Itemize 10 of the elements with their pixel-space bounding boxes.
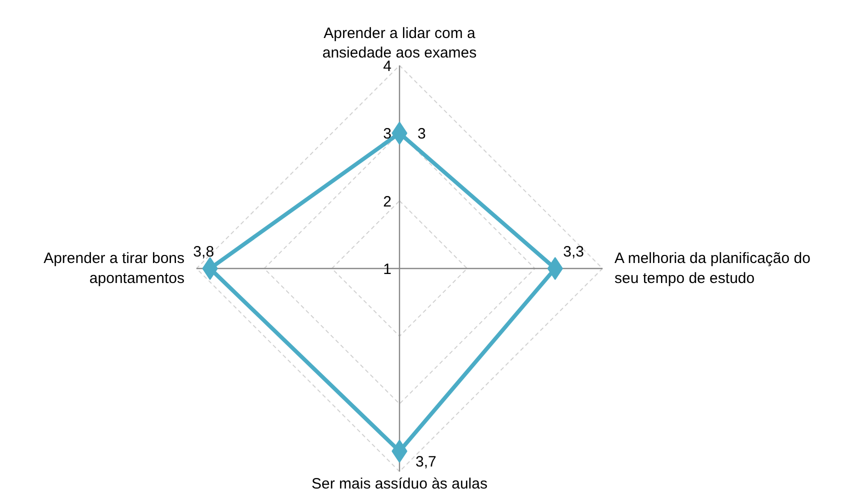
- spoke-label: A melhoria da planificação do seu tempo de estudo: [614, 250, 810, 287]
- data-label: 3,8: [193, 244, 214, 260]
- data-label: 3,3: [563, 244, 584, 260]
- y-tick-label: 2: [383, 193, 392, 210]
- y-tick-label: 1: [383, 261, 392, 278]
- spoke-label: Ser mais assíduo às aulas: [312, 476, 488, 492]
- spoke-label: Aprender a tirar bons apontamentos: [44, 250, 185, 287]
- data-label: 3,7: [416, 454, 436, 471]
- data-label: 3: [418, 126, 426, 143]
- y-tick-label: 3: [383, 126, 392, 143]
